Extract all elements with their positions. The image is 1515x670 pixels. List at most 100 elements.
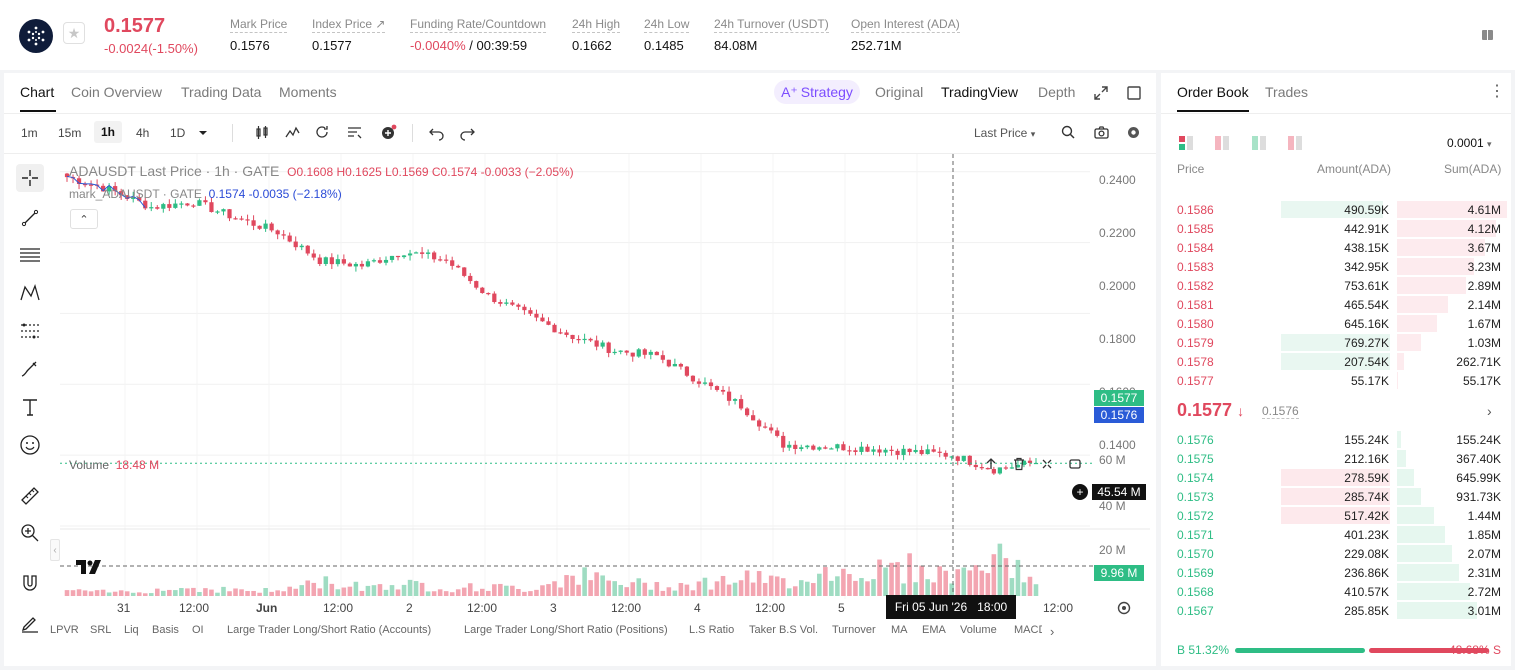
indicator-large-trader-positions[interactable]: Large Trader Long/Short Ratio (Positions… xyxy=(464,624,668,636)
move-up-icon[interactable] xyxy=(980,453,1002,475)
ask-row[interactable]: 0.1580 645.16K 1.67M xyxy=(1161,314,1511,333)
indicator-ema[interactable]: EMA xyxy=(922,624,946,636)
crosshair-icon[interactable] xyxy=(16,164,44,192)
bid-row[interactable]: 0.1569 236.86K 2.31M xyxy=(1161,563,1511,582)
both-sides-view-icon[interactable] xyxy=(1178,135,1194,151)
ask-row[interactable]: 0.1583 342.95K 3.23M xyxy=(1161,257,1511,276)
brush-icon[interactable] xyxy=(16,355,44,383)
interval-1d[interactable]: 1D xyxy=(170,126,186,140)
view-depth[interactable]: Depth xyxy=(1038,84,1076,100)
price-type-select[interactable]: Last Price ▾ xyxy=(974,126,1035,140)
indicator-turnover[interactable]: Turnover xyxy=(832,624,876,636)
indicator-srl[interactable]: SRL xyxy=(90,624,112,636)
more-options-icon[interactable]: ⋮ xyxy=(1489,83,1505,100)
view-original[interactable]: Original xyxy=(875,84,924,100)
precision-select[interactable]: 0.0001 ▾ xyxy=(1447,136,1492,150)
text-tool-icon[interactable] xyxy=(16,393,44,421)
bids-only-view-icon[interactable] xyxy=(1251,135,1267,151)
stat-index-price[interactable]: Index Price ↗ 0.1577 xyxy=(312,17,386,53)
indicator-ls-ratio[interactable]: L.S Ratio xyxy=(689,624,735,636)
indicator-ma[interactable]: MA xyxy=(891,624,908,636)
interval-1m[interactable]: 1m xyxy=(21,126,38,140)
indicator-oi[interactable]: OI xyxy=(192,624,204,636)
ask-row[interactable]: 0.1579 769.27K 1.03M xyxy=(1161,333,1511,352)
ask-row[interactable]: 0.1585 442.91K 4.12M xyxy=(1161,219,1511,238)
bid-row[interactable]: 0.1576 155.24K 155.24K xyxy=(1161,430,1511,449)
indicator-volume[interactable]: Volume xyxy=(960,624,997,636)
bid-row[interactable]: 0.1572 517.42K 1.44M xyxy=(1161,506,1511,525)
indicators-icon[interactable] xyxy=(284,124,301,141)
ruler-icon[interactable] xyxy=(16,482,44,510)
maximize-pane-icon[interactable] xyxy=(1064,453,1086,475)
compare-icon[interactable] xyxy=(314,124,331,141)
lock-drawing-icon[interactable] xyxy=(16,609,44,637)
mid-price[interactable]: 0.1577 ↓ xyxy=(1177,400,1244,421)
ask-row[interactable]: 0.1577 55.17K 55.17K xyxy=(1161,371,1511,390)
chevron-right-icon[interactable]: › xyxy=(1050,624,1055,639)
expand-icon[interactable] xyxy=(1093,85,1109,101)
ask-row[interactable]: 0.1578 207.54K 262.71K xyxy=(1161,352,1511,371)
add-order-plus-icon[interactable]: + xyxy=(1072,484,1088,500)
interval-15m[interactable]: 15m xyxy=(58,126,82,140)
ask-row[interactable]: 0.1581 465.54K 2.14M xyxy=(1161,295,1511,314)
asks-only-view-icon[interactable] xyxy=(1214,135,1230,151)
templates-icon[interactable] xyxy=(346,124,363,141)
interval-1h[interactable]: 1h xyxy=(94,121,123,143)
projection-icon[interactable] xyxy=(16,317,44,345)
axis-settings-icon[interactable] xyxy=(1116,600,1132,616)
bid-row[interactable]: 0.1567 285.85K 3.01M xyxy=(1161,601,1511,620)
indicator-large-trader-accounts[interactable]: Large Trader Long/Short Ratio (Accounts) xyxy=(227,624,432,636)
indicator-basis[interactable]: Basis xyxy=(152,624,179,636)
compact-view-icon[interactable] xyxy=(1287,135,1303,151)
bid-row[interactable]: 0.1570 229.08K 2.07M xyxy=(1161,544,1511,563)
strategy-button[interactable]: A⁺ Strategy xyxy=(774,80,860,104)
fib-retracement-icon[interactable] xyxy=(16,241,44,269)
tab-moments[interactable]: Moments xyxy=(279,84,337,100)
indicator-macd[interactable]: MACD xyxy=(1014,624,1042,636)
gear-icon[interactable] xyxy=(1125,124,1142,141)
interval-4h[interactable]: 4h xyxy=(136,126,150,140)
delete-icon[interactable] xyxy=(1008,453,1030,475)
bid-row[interactable]: 0.1571 401.23K 1.85M xyxy=(1161,525,1511,544)
magnet-icon[interactable] xyxy=(16,570,44,598)
volume-bar xyxy=(997,543,1003,596)
favorite-star-icon[interactable]: ★ xyxy=(63,22,85,44)
collapse-legend-button[interactable]: ⌃ xyxy=(70,209,98,229)
indicator-liq[interactable]: Liq xyxy=(124,624,139,636)
bid-row[interactable]: 0.1575 212.16K 367.40K xyxy=(1161,449,1511,468)
candle xyxy=(811,445,816,450)
price-chart[interactable] xyxy=(60,154,1150,614)
tab-chart[interactable]: Chart xyxy=(20,84,55,100)
zoom-in-icon[interactable] xyxy=(16,519,44,547)
bid-row[interactable]: 0.1573 285.74K 931.73K xyxy=(1161,487,1511,506)
tab-coin-overview[interactable]: Coin Overview xyxy=(71,84,163,100)
add-alert-icon[interactable] xyxy=(380,124,397,141)
ask-row[interactable]: 0.1586 490.59K 4.61M xyxy=(1161,200,1511,219)
tab-order-book[interactable]: Order Book xyxy=(1177,84,1249,100)
collapse-pane-icon[interactable] xyxy=(1036,453,1058,475)
interval-dropdown-icon[interactable] xyxy=(194,124,211,141)
view-tradingview[interactable]: TradingView xyxy=(941,84,1019,100)
ask-row[interactable]: 0.1584 438.15K 3.67M xyxy=(1161,238,1511,257)
undo-icon[interactable] xyxy=(428,124,445,141)
search-icon[interactable] xyxy=(1060,124,1077,141)
bid-row[interactable]: 0.1568 410.57K 2.72M xyxy=(1161,582,1511,601)
candle xyxy=(576,338,581,341)
ask-row[interactable]: 0.1582 753.61K 2.89M xyxy=(1161,276,1511,295)
camera-icon[interactable] xyxy=(1093,124,1110,141)
chevron-right-icon[interactable]: › xyxy=(1487,403,1492,419)
indicator-lpvr[interactable]: LPVR xyxy=(50,624,79,636)
pattern-icon[interactable] xyxy=(16,279,44,307)
guide-book-icon[interactable] xyxy=(1481,28,1494,41)
trend-line-icon[interactable] xyxy=(16,204,44,232)
tab-trades[interactable]: Trades xyxy=(1265,84,1309,100)
emoji-icon[interactable] xyxy=(16,431,44,459)
bid-row[interactable]: 0.1574 278.59K 645.99K xyxy=(1161,468,1511,487)
window-icon[interactable] xyxy=(1126,85,1142,101)
indicator-taker-vol[interactable]: Taker B.S Vol. xyxy=(749,624,819,636)
candle xyxy=(829,448,834,450)
redo-icon[interactable] xyxy=(459,124,476,141)
tab-trading-data[interactable]: Trading Data xyxy=(181,84,262,100)
candlestick-type-icon[interactable] xyxy=(254,124,271,141)
collapse-toolbar-icon[interactable]: ‹ xyxy=(50,539,60,561)
